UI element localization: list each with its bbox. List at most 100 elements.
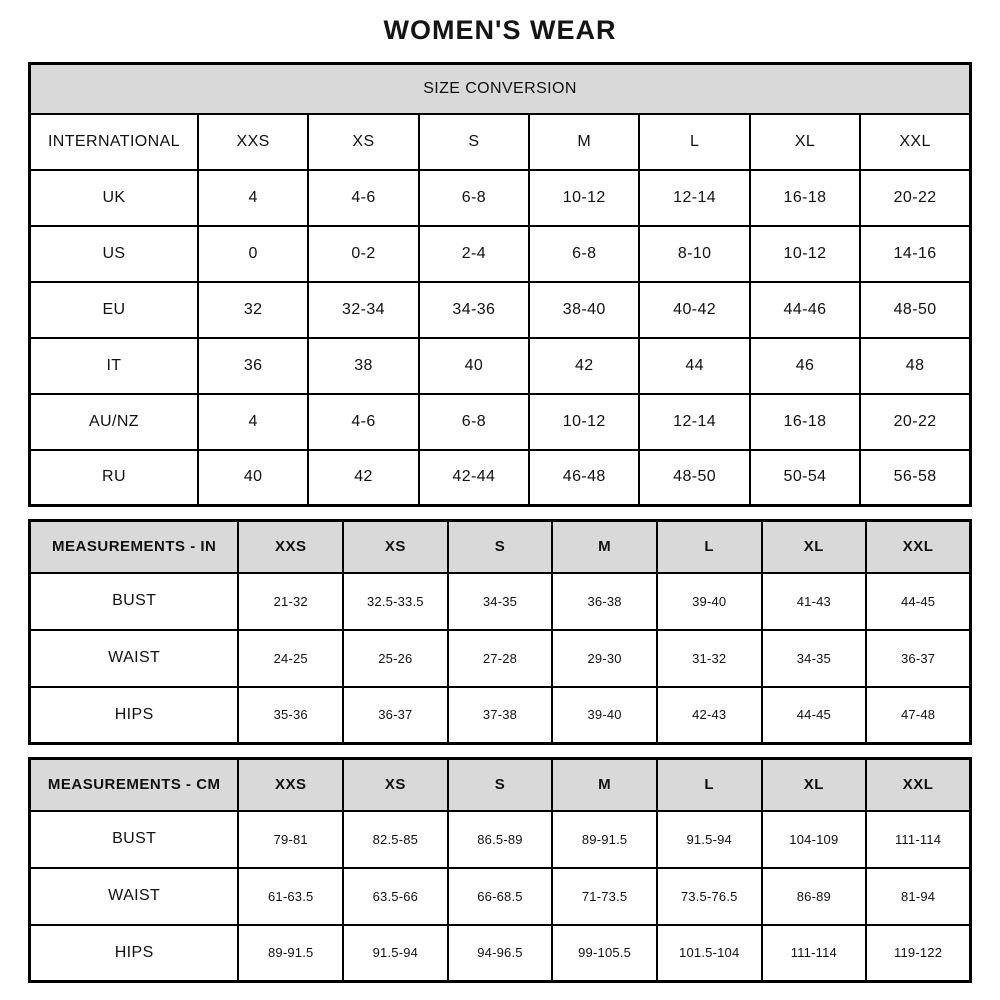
table-row: HIPS 89-91.5 91.5-94 94-96.5 99-105.5 10… <box>28 923 972 983</box>
table-cell: 40-42 <box>638 280 751 339</box>
table-cell: 34-35 <box>446 571 554 631</box>
col-header-xs: XS <box>307 112 420 171</box>
table-cell: 35-36 <box>237 685 345 745</box>
table-cell: 16-18 <box>748 392 862 451</box>
table-row: MEASUREMENTS - IN XXS XS S M L XL XXL <box>28 519 972 574</box>
table-cell: 94-96.5 <box>446 923 554 983</box>
table-cell: 27-28 <box>446 628 554 688</box>
col-header-xl: XL <box>760 757 868 812</box>
table-cell: 81-94 <box>865 866 972 926</box>
table-cell: 73.5-76.5 <box>655 866 763 926</box>
table-row: INTERNATIONAL XXS XS S M L XL XXL <box>28 112 972 171</box>
table-row: MEASUREMENTS - CM XXS XS S M L XL XXL <box>28 757 972 812</box>
table-cell: 32 <box>196 280 310 339</box>
table-cell: 36-37 <box>865 628 972 688</box>
table-cell: 37-38 <box>446 685 554 745</box>
table-cell: 111-114 <box>865 809 972 869</box>
table-cell: 10-12 <box>748 224 862 283</box>
col-header-l: L <box>638 112 751 171</box>
col-header-xxl: XXL <box>859 112 972 171</box>
table-cell: 0-2 <box>307 224 420 283</box>
table-cell: 12-14 <box>638 392 751 451</box>
col-header-xxs: XXS <box>196 112 310 171</box>
table-cell: 6-8 <box>528 224 641 283</box>
table-cell: 46-48 <box>528 448 641 507</box>
table-row: RU 40 42 42-44 46-48 48-50 50-54 56-58 <box>28 448 972 507</box>
col-header-international: INTERNATIONAL <box>28 112 199 171</box>
table-cell: 63.5-66 <box>342 866 449 926</box>
col-header-s: S <box>446 757 554 812</box>
col-header-xs: XS <box>342 757 449 812</box>
table-cell: 41-43 <box>760 571 868 631</box>
table-cell: 89-91.5 <box>237 923 345 983</box>
table-cell: 20-22 <box>859 168 972 227</box>
table-cell: 32.5-33.5 <box>342 571 449 631</box>
table-cell: 48-50 <box>638 448 751 507</box>
table-cell: 36 <box>196 336 310 395</box>
table-cell: 56-58 <box>859 448 972 507</box>
table-cell: 50-54 <box>748 448 862 507</box>
table-cell: 4-6 <box>307 168 420 227</box>
table-cell: 47-48 <box>865 685 972 745</box>
table-cell: 48 <box>859 336 972 395</box>
table-cell: 111-114 <box>760 923 868 983</box>
table-cell: 4 <box>196 392 310 451</box>
table-cell: 39-40 <box>551 685 658 745</box>
col-header-l: L <box>655 519 763 574</box>
col-header-xxl: XXL <box>865 757 972 812</box>
measurements-in-title: MEASUREMENTS - IN <box>28 519 240 574</box>
table-row: BUST 79-81 82.5-85 86.5-89 89-91.5 91.5-… <box>28 809 972 869</box>
table-cell: 119-122 <box>865 923 972 983</box>
table-cell: 42-43 <box>655 685 763 745</box>
table-row: WAIST 24-25 25-26 27-28 29-30 31-32 34-3… <box>28 628 972 688</box>
table-cell: 10-12 <box>528 392 641 451</box>
table-cell: 79-81 <box>237 809 345 869</box>
table-cell: 4 <box>196 168 310 227</box>
row-label-hips: HIPS <box>28 685 240 745</box>
table-cell: 38-40 <box>528 280 641 339</box>
table-cell: 46 <box>748 336 862 395</box>
table-row: SIZE CONVERSION <box>28 62 972 115</box>
table-cell: 6-8 <box>417 168 531 227</box>
col-header-xxl: XXL <box>865 519 972 574</box>
size-conversion-title: SIZE CONVERSION <box>28 62 972 115</box>
table-cell: 44-46 <box>748 280 862 339</box>
table-cell: 20-22 <box>859 392 972 451</box>
row-label-eu: EU <box>28 280 199 339</box>
table-row: BUST 21-32 32.5-33.5 34-35 36-38 39-40 4… <box>28 571 972 631</box>
table-cell: 91.5-94 <box>342 923 449 983</box>
table-cell: 48-50 <box>859 280 972 339</box>
table-row: UK 4 4-6 6-8 10-12 12-14 16-18 20-22 <box>28 168 972 227</box>
table-cell: 36-38 <box>551 571 658 631</box>
col-header-xl: XL <box>760 519 868 574</box>
table-cell: 34-36 <box>417 280 531 339</box>
measurements-cm-table: MEASUREMENTS - CM XXS XS S M L XL XXL BU… <box>28 757 972 983</box>
table-cell: 99-105.5 <box>551 923 658 983</box>
row-label-us: US <box>28 224 199 283</box>
table-cell: 4-6 <box>307 392 420 451</box>
table-cell: 21-32 <box>237 571 345 631</box>
measurements-cm-title: MEASUREMENTS - CM <box>28 757 240 812</box>
table-row: HIPS 35-36 36-37 37-38 39-40 42-43 44-45… <box>28 685 972 745</box>
table-cell: 0 <box>196 224 310 283</box>
table-cell: 10-12 <box>528 168 641 227</box>
table-row: IT 36 38 40 42 44 46 48 <box>28 336 972 395</box>
table-cell: 86.5-89 <box>446 809 554 869</box>
row-label-bust: BUST <box>28 571 240 631</box>
table-cell: 6-8 <box>417 392 531 451</box>
page-title: WOMEN'S WEAR <box>383 15 617 45</box>
row-label-waist: WAIST <box>28 628 240 688</box>
table-cell: 44 <box>638 336 751 395</box>
row-label-hips: HIPS <box>28 923 240 983</box>
table-row: EU 32 32-34 34-36 38-40 40-42 44-46 48-5… <box>28 280 972 339</box>
table-cell: 86-89 <box>760 866 868 926</box>
row-label-waist: WAIST <box>28 866 240 926</box>
table-cell: 8-10 <box>638 224 751 283</box>
col-header-m: M <box>528 112 641 171</box>
table-cell: 14-16 <box>859 224 972 283</box>
table-cell: 39-40 <box>655 571 763 631</box>
table-cell: 82.5-85 <box>342 809 449 869</box>
table-cell: 104-109 <box>760 809 868 869</box>
col-header-xxs: XXS <box>237 757 345 812</box>
table-cell: 2-4 <box>417 224 531 283</box>
